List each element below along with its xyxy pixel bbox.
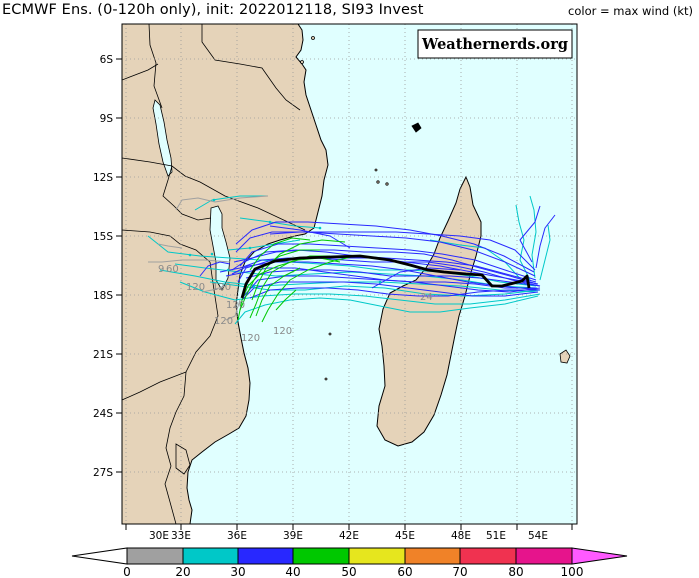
forecast-hour-label: 24 <box>420 292 433 303</box>
ensemble-track <box>371 267 461 289</box>
colorbar-extend-min <box>71 547 128 565</box>
ensemble-track <box>239 217 321 229</box>
ensemble-track <box>225 267 536 289</box>
watermark: Weathernerds.org <box>417 29 573 59</box>
forecast-hour-label: 120 <box>212 282 231 293</box>
ensemble-track <box>201 285 227 293</box>
colorbar-segment <box>516 548 572 564</box>
forecast-hour-label: 120 <box>226 300 245 311</box>
lake-malawi <box>209 205 231 291</box>
lon-label: 36E <box>227 530 247 542</box>
colorbar-segment <box>127 548 183 564</box>
colorbar-label: 80 <box>508 565 523 578</box>
ensemble-track <box>251 239 346 301</box>
svg-text:60: 60 <box>166 264 179 275</box>
color-legend-note: color = max wind (kt) <box>568 4 693 18</box>
colorbar-segment <box>460 548 516 564</box>
colorbar-label: 40 <box>285 565 300 578</box>
lat-label: 9S <box>100 113 114 125</box>
mean-track <box>240 254 531 299</box>
lat-label: 15S <box>93 231 113 243</box>
colorbar-segment <box>405 548 460 564</box>
forecast-hour-label: 120 <box>186 282 205 293</box>
colorbar-label: 30 <box>230 565 245 578</box>
ensemble-track <box>194 195 268 211</box>
lat-label: 27S <box>93 467 113 479</box>
lon-label: 33E <box>171 530 191 542</box>
forecast-hour-label: 120 <box>214 316 233 327</box>
lon-axis: 30E 33E 36E 39E 42E 45E 48E 51E 54E <box>125 524 573 542</box>
colorbar-label: 60 <box>397 565 412 578</box>
colorbar: 0 20 30 40 50 60 70 80 100 <box>71 547 628 578</box>
lon-label: 30E <box>149 530 169 542</box>
colorbar-segment <box>238 548 293 564</box>
ensemble-track <box>239 243 537 281</box>
lat-label: 12S <box>93 172 113 184</box>
forecast-hour-label: 120 <box>241 333 260 344</box>
small-islands <box>300 36 571 381</box>
lat-axis: 6S 9S 12S 15S 18S 21S 24S 27S <box>93 54 122 479</box>
ensemble-track <box>269 231 536 271</box>
ensemble-track <box>519 205 541 263</box>
lon-label: 51E <box>486 530 506 542</box>
colorbar-segment <box>349 548 405 564</box>
ensemble-track <box>249 237 311 271</box>
ensemble-track <box>529 195 537 279</box>
ensemble-track <box>219 257 541 287</box>
ensemble-track <box>148 259 231 263</box>
ensemble-track <box>235 221 535 273</box>
lat-label: 18S <box>93 290 113 302</box>
ensemble-track <box>241 281 539 301</box>
ensemble-track <box>249 287 538 299</box>
grid-lines <box>125 24 577 524</box>
ensemble-track <box>255 267 301 317</box>
lon-label: 39E <box>283 530 303 542</box>
colorbar-label: 50 <box>341 565 356 578</box>
ensemble-track <box>249 255 330 319</box>
colorbar-extend-max <box>571 547 628 565</box>
ensemble-track <box>157 243 183 249</box>
ensemble-track <box>199 261 231 277</box>
lat-label: 6S <box>100 54 114 66</box>
ensemble-tracks <box>147 195 556 325</box>
track-dots <box>188 198 382 289</box>
chart-title: ECMWF Ens. (0-120h only), init: 20220121… <box>2 2 424 18</box>
colorbar-label: 20 <box>175 565 190 578</box>
ensemble-track <box>235 231 536 277</box>
ensemble-track <box>539 224 551 281</box>
lat-label: 24S <box>93 408 113 420</box>
ensemble-track <box>147 235 537 287</box>
ensemble-track <box>233 249 538 285</box>
ensemble-track <box>175 195 269 211</box>
colorbar-label: 100 <box>561 565 584 578</box>
svg-text:9: 9 <box>158 264 164 275</box>
watermark-text: Weathernerds.org <box>421 36 568 53</box>
ensemble-track <box>535 214 556 269</box>
lon-label: 54E <box>528 530 548 542</box>
colorbar-segment <box>293 548 349 564</box>
lon-label: 48E <box>451 530 471 542</box>
forecast-hour-label: 120 <box>273 326 292 337</box>
ensemble-track <box>245 269 541 287</box>
ensemble-track <box>275 289 297 311</box>
lon-label: 42E <box>339 530 359 542</box>
colorbar-segment <box>183 548 238 564</box>
ensemble-track <box>234 295 539 325</box>
ensemble-track <box>179 281 541 305</box>
lat-label: 21S <box>93 349 113 361</box>
colorbar-label: 70 <box>452 565 467 578</box>
ensemble-track <box>225 299 241 321</box>
lon-label: 45E <box>395 530 415 542</box>
ensemble-track <box>261 255 356 323</box>
colorbar-label: 0 <box>123 565 131 578</box>
